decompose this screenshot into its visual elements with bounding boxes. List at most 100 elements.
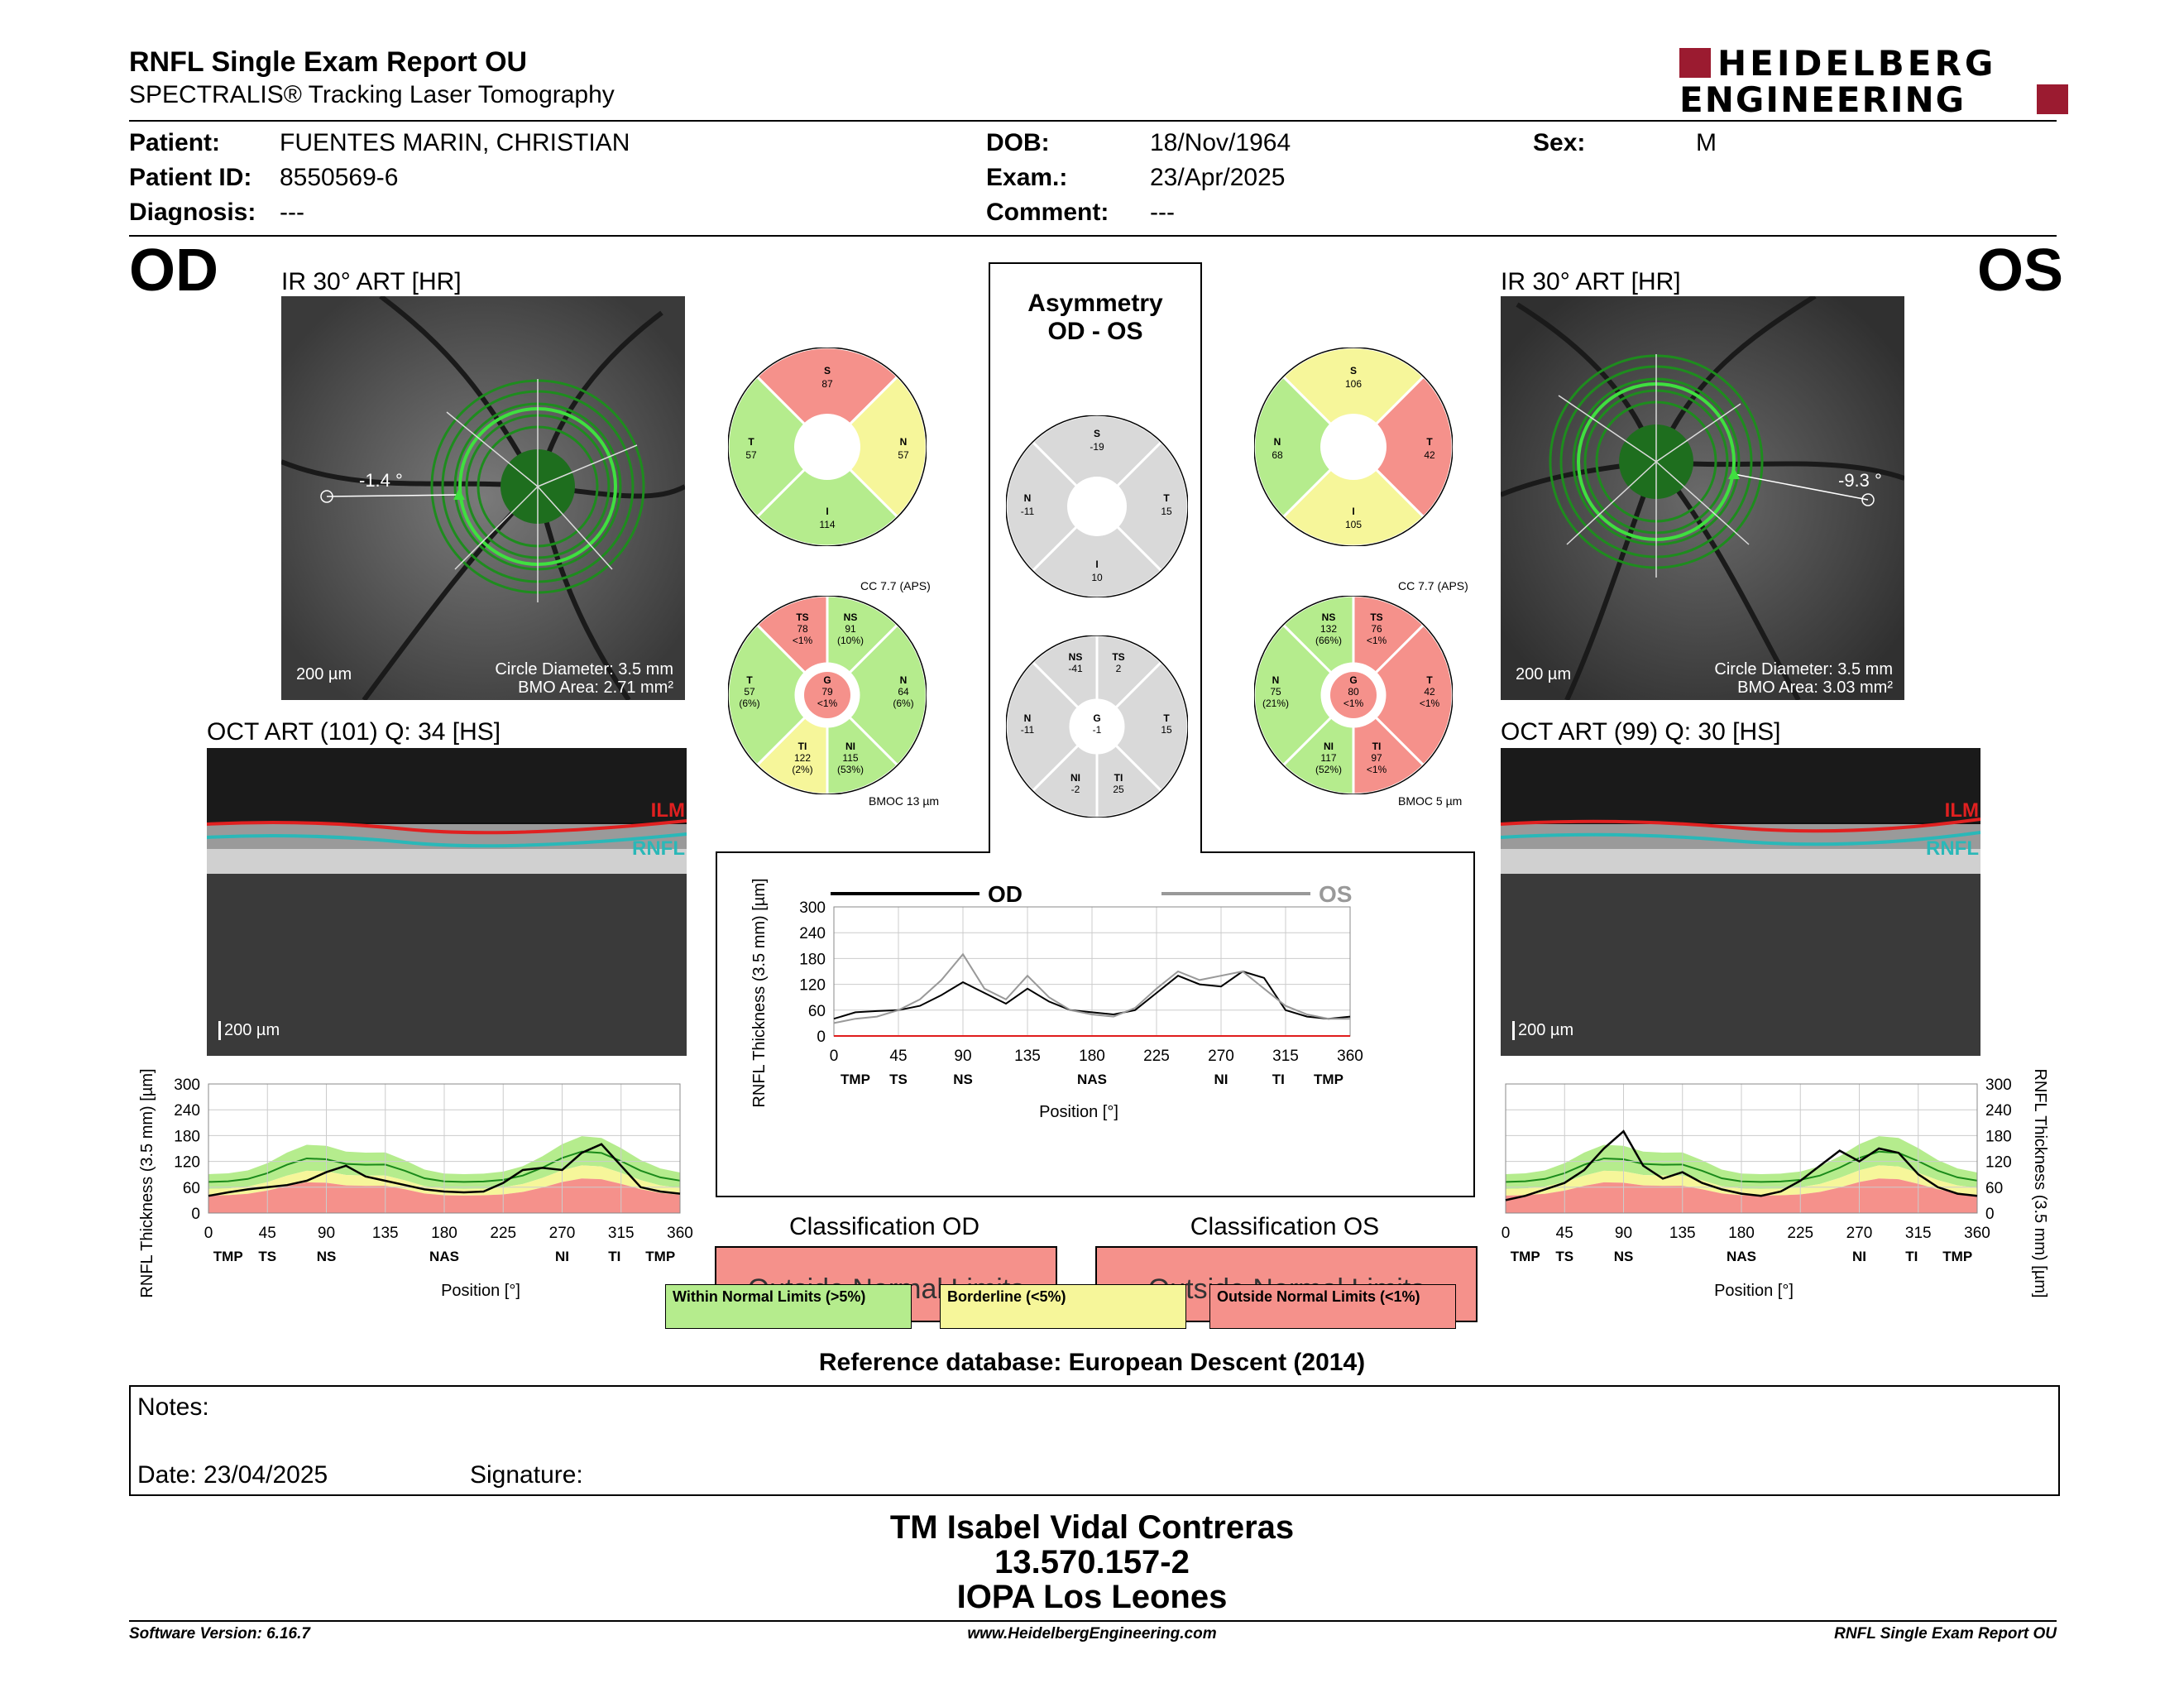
x-tick-label: 225	[1143, 1048, 1170, 1065]
x-tick-label: 135	[372, 1225, 399, 1242]
od-fundus-image: -1.4 ° 200 µm Circle Diameter: 3.5 mm BM…	[281, 296, 685, 700]
x-tick-label: 135	[1014, 1048, 1041, 1065]
svg-text:TS: TS	[1370, 611, 1382, 623]
os-cc-label: CC 7.7 (APS)	[1398, 579, 1468, 592]
od-sector-pie-4: S 87 T 57 N 57 I 114	[728, 348, 927, 546]
x-tick-label: 360	[1337, 1048, 1363, 1065]
sector-label: NS	[1614, 1249, 1634, 1264]
x-tick-label: 45	[259, 1225, 276, 1242]
svg-text:T: T	[746, 674, 753, 686]
od-circle-diameter: Circle Diameter: 3.5 mm	[495, 660, 673, 679]
svg-text:NS: NS	[1069, 651, 1083, 663]
od-n-value: 57	[898, 449, 909, 461]
diagnosis-label: Diagnosis:	[129, 199, 256, 226]
svg-text:TS: TS	[796, 611, 808, 623]
svg-text:-1: -1	[1093, 724, 1102, 736]
svg-text:T: T	[748, 436, 754, 448]
od-rnfl-label: RNFL	[632, 837, 685, 860]
y-tick-label: 120	[799, 977, 826, 995]
svg-text:I: I	[1352, 506, 1354, 517]
reference-database: Reference database: European Descent (20…	[818, 1349, 1366, 1376]
svg-text:(6%): (6%)	[893, 698, 913, 709]
logo-line2: ENGINEERING	[1679, 79, 1966, 120]
asymmetry-frame	[716, 262, 1475, 1197]
sector-label: TMP	[645, 1249, 675, 1264]
sector-label: TMP	[1314, 1072, 1343, 1087]
od-oct-scale: 200 µm	[218, 1021, 280, 1040]
website-link[interactable]: www.HeidelbergEngineering.com	[967, 1625, 1217, 1642]
exam-date: 23/Apr/2025	[1150, 164, 1286, 191]
os-bmo-area: BMO Area: 3.03 mm²	[1737, 679, 1893, 697]
patient-name: FUENTES MARIN, CHRISTIAN	[280, 129, 630, 156]
signer-name: TM Isabel Vidal Contreras	[889, 1509, 1295, 1546]
y-tick-label: 240	[174, 1102, 200, 1120]
asym-sector-pie-4: S -19 N -11 T 15 I 10	[1006, 415, 1188, 597]
svg-text:<1%: <1%	[1420, 698, 1440, 709]
svg-text:<1%: <1%	[817, 698, 838, 709]
y-tick-label: 300	[1985, 1077, 2012, 1094]
os-i-value: 105	[1345, 519, 1362, 530]
svg-text:NI: NI	[845, 741, 855, 752]
x-tick-label: 270	[1208, 1048, 1234, 1065]
sector-label: TI	[608, 1249, 620, 1264]
sector-label: NI	[1214, 1072, 1228, 1087]
svg-text:N: N	[1024, 712, 1032, 724]
svg-text:2: 2	[1116, 663, 1122, 674]
sector-label: TMP	[213, 1249, 243, 1264]
asym-xlabel: Position [°]	[1039, 1103, 1118, 1121]
os-ylabel: RNFL Thickness (3.5 mm) [µm]	[2031, 1068, 2049, 1297]
sector-label: NAS	[1727, 1249, 1756, 1264]
od-ilm-label: ILM	[650, 799, 685, 822]
sector-label: NAS	[1077, 1072, 1107, 1087]
signer-rut: 13.570.157-2	[994, 1544, 1190, 1580]
sector-label: NS	[317, 1249, 337, 1264]
svg-text:I: I	[826, 506, 828, 517]
patient-id: 8550569-6	[280, 164, 399, 191]
od-angle: -1.4 °	[359, 470, 403, 491]
x-tick-label: 270	[549, 1225, 576, 1242]
x-tick-label: 360	[1964, 1225, 1990, 1242]
svg-text:(2%): (2%)	[792, 764, 812, 775]
x-tick-label: 90	[318, 1225, 335, 1242]
svg-text:122: 122	[794, 752, 811, 764]
os-s-value: 106	[1345, 378, 1362, 390]
sector-label: TS	[1555, 1249, 1573, 1264]
os-oct-scale: 200 µm	[1512, 1021, 1573, 1040]
svg-text:S: S	[1350, 365, 1357, 376]
svg-text:132: 132	[1320, 623, 1337, 635]
os-fundus-image: -9.3 ° 200 µm Circle Diameter: 3.5 mm BM…	[1501, 296, 1904, 700]
series-line-thickness	[1505, 1129, 1978, 1201]
sector-label: TI	[1905, 1249, 1918, 1264]
x-tick-label: 45	[889, 1048, 907, 1065]
series-line-os	[833, 952, 1350, 1024]
svg-text:TI: TI	[798, 741, 807, 752]
plot-frame	[208, 1083, 681, 1214]
od-eye-label: OD	[129, 237, 218, 304]
series-line-thickness	[208, 1143, 681, 1197]
od-ylabel: RNFL Thickness (3.5 mm) [µm]	[138, 1068, 156, 1297]
dob: 18/Nov/1964	[1150, 129, 1291, 156]
y-tick-label: 60	[808, 1003, 826, 1020]
svg-text:-2: -2	[1071, 784, 1080, 795]
svg-text:57: 57	[744, 686, 755, 698]
svg-text:S: S	[1094, 428, 1100, 439]
sector-label: NS	[953, 1072, 973, 1087]
od-xlabel: Position [°]	[441, 1282, 520, 1300]
patient-label: Patient:	[129, 129, 221, 156]
svg-text:G: G	[1093, 712, 1100, 724]
sector-label: TMP	[1511, 1249, 1540, 1264]
x-tick-label: 180	[1728, 1225, 1755, 1242]
od-oct-image: ILM RNFL 200 µm	[207, 748, 687, 1056]
os-t-value: 42	[1424, 449, 1435, 461]
svg-text:(52%): (52%)	[1315, 764, 1342, 775]
y-tick-label: 300	[799, 899, 826, 917]
asym-t-value: 15	[1161, 506, 1172, 517]
x-tick-label: 0	[830, 1048, 839, 1065]
svg-text:TI: TI	[1114, 772, 1123, 784]
od-bmo-area: BMO Area: 2.71 mm²	[518, 679, 673, 697]
svg-text:G: G	[1349, 674, 1357, 686]
svg-text:N: N	[1024, 492, 1032, 504]
comment-label: Comment:	[986, 199, 1109, 226]
os-classification-title: Classification OS	[1190, 1213, 1380, 1240]
sex-label: Sex:	[1533, 129, 1586, 156]
